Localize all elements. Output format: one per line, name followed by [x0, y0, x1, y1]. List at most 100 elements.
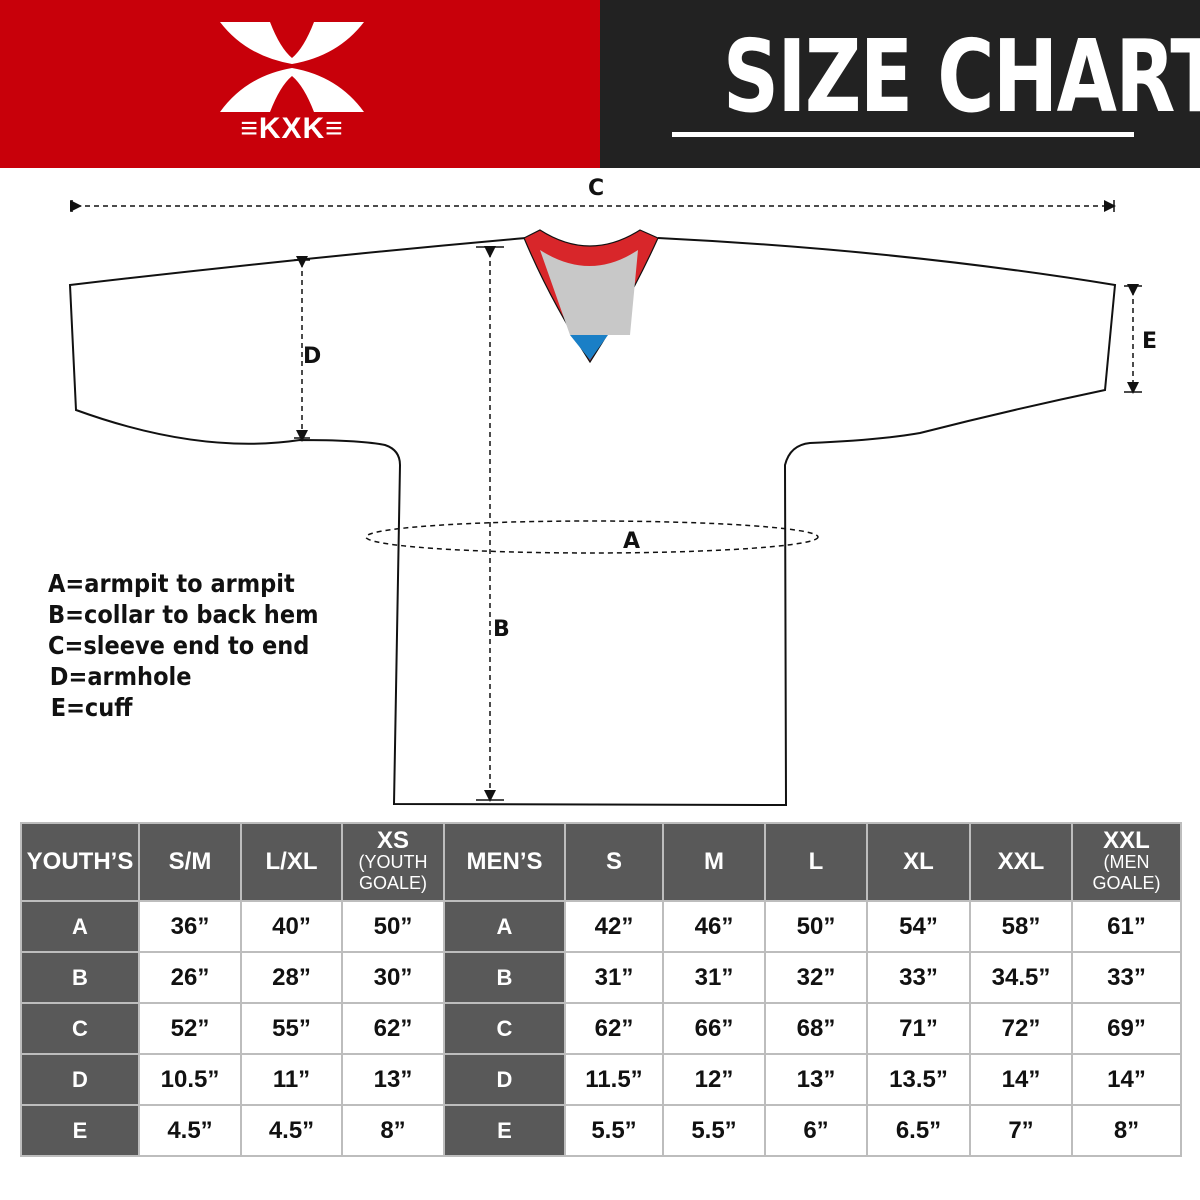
- table-cell: 14”: [969, 1053, 1073, 1106]
- column-header: M: [662, 822, 766, 902]
- table-cell: 46”: [662, 900, 766, 953]
- table-cell: 58”: [969, 900, 1073, 953]
- measurement-legend: A=armpit to armpit B=collar to back hem …: [48, 568, 319, 723]
- table-cell: 50”: [764, 900, 868, 953]
- column-header-label: XS: [376, 827, 409, 854]
- label-a: A: [623, 529, 641, 554]
- jersey-diagram: [68, 200, 1142, 807]
- group-header: YOUTH’S: [20, 822, 140, 902]
- table-cell: 4.5”: [240, 1104, 343, 1157]
- table-cell: 31”: [564, 951, 664, 1004]
- table-cell: 8”: [341, 1104, 445, 1157]
- row-label: B: [443, 951, 566, 1004]
- column-header-label: S: [605, 848, 622, 875]
- table-cell: 10.5”: [138, 1053, 242, 1106]
- table-cell: 40”: [240, 900, 343, 953]
- table-cell: 13”: [341, 1053, 445, 1106]
- row-label: C: [443, 1002, 566, 1055]
- group-header: MEN’S: [443, 822, 566, 902]
- table-cell: 52”: [138, 1002, 242, 1055]
- table-cell: 50”: [341, 900, 445, 953]
- column-header-label: L/XL: [265, 848, 318, 875]
- size-table: YOUTH’S S/M L/XL XS (YOUTH GOALE) MEN’S S M L XL X…: [20, 822, 1182, 1157]
- column-header-label: S/M: [168, 848, 212, 875]
- table-cell: 66”: [662, 1002, 766, 1055]
- row-label: E: [20, 1104, 140, 1157]
- table-cell: 6”: [764, 1104, 868, 1157]
- table-cell: 11.5”: [564, 1053, 664, 1106]
- table-cell: 54”: [866, 900, 971, 953]
- table-cell: 6.5”: [866, 1104, 971, 1157]
- measure-a-ellipse: [365, 520, 819, 554]
- legend-item: D=armhole: [49, 662, 192, 691]
- title-underline: [672, 132, 1134, 137]
- row-label: C: [20, 1002, 140, 1055]
- table-row: D 10.5” 11” 13” D 11.5” 12” 13” 13.5” 14” 14”: [20, 1053, 1182, 1106]
- table-cell: 31”: [662, 951, 766, 1004]
- legend-item: A=armpit to armpit: [48, 569, 295, 598]
- table-cell: 26”: [138, 951, 242, 1004]
- table-cell: 68”: [764, 1002, 868, 1055]
- table-cell: 34.5”: [969, 951, 1073, 1004]
- column-header: XL: [866, 822, 971, 902]
- table-cell: 4.5”: [138, 1104, 242, 1157]
- table-header-row: YOUTH’S S/M L/XL XS (YOUTH GOALE) MEN’S S M L XL X…: [20, 822, 1182, 902]
- table-cell: 5.5”: [662, 1104, 766, 1157]
- table-cell: 7”: [969, 1104, 1073, 1157]
- legend-item: B=collar to back hem: [48, 600, 319, 629]
- table-cell: 11”: [240, 1053, 343, 1106]
- label-b: B: [493, 617, 510, 642]
- label-d: D: [303, 344, 322, 369]
- table-cell: 71”: [866, 1002, 971, 1055]
- row-label: D: [443, 1053, 566, 1106]
- table-cell: 72”: [969, 1002, 1073, 1055]
- label-e: E: [1142, 329, 1158, 354]
- table-cell: 36”: [138, 900, 242, 953]
- column-header-label: XL: [903, 848, 934, 875]
- column-header-note: (MEN GOALE): [1092, 852, 1161, 893]
- column-header: S/M: [138, 822, 242, 902]
- page-title: SIZE CHART: [722, 18, 1200, 135]
- legend-item: E=cuff: [50, 693, 133, 722]
- table-cell: 55”: [240, 1002, 343, 1055]
- table-cell: 13”: [764, 1053, 868, 1106]
- row-label: A: [443, 900, 566, 953]
- jersey-outline: [68, 237, 1117, 807]
- column-header-note: (YOUTH GOALE): [358, 852, 428, 893]
- table-row: E 4.5” 4.5” 8” E 5.5” 5.5” 6” 6.5” 7” 8”: [20, 1104, 1182, 1157]
- logo-text: KXK: [258, 112, 326, 145]
- table-cell: 33”: [1071, 951, 1182, 1004]
- legend-item: C=sleeve end to end: [48, 631, 310, 660]
- table-row: B 26” 28” 30” B 31” 31” 32” 33” 34.5” 33”: [20, 951, 1182, 1004]
- table-cell: 33”: [866, 951, 971, 1004]
- kxk-logo: [220, 22, 364, 112]
- table-cell: 5.5”: [564, 1104, 664, 1157]
- column-header-label: XXL: [997, 848, 1045, 875]
- row-label: B: [20, 951, 140, 1004]
- collar-gray: [540, 250, 638, 335]
- table-cell: 62”: [564, 1002, 664, 1055]
- column-header: XXL: [969, 822, 1073, 902]
- column-header-label: XXL: [1103, 827, 1150, 854]
- column-header-label: M: [704, 848, 724, 875]
- table-row: A 36” 40” 50” A 42” 46” 50” 54” 58” 61”: [20, 900, 1182, 953]
- row-label: D: [20, 1053, 140, 1106]
- table-cell: 42”: [564, 900, 664, 953]
- logo-wordmark: ≡KXK≡: [240, 112, 344, 145]
- table-cell: 69”: [1071, 1002, 1182, 1055]
- column-header: L: [764, 822, 868, 902]
- column-header: S: [564, 822, 664, 902]
- table-cell: 32”: [764, 951, 868, 1004]
- row-label: A: [20, 900, 140, 953]
- collar-blue: [570, 335, 608, 360]
- table-cell: 30”: [341, 951, 445, 1004]
- table-cell: 62”: [341, 1002, 445, 1055]
- table-cell: 61”: [1071, 900, 1182, 953]
- table-cell: 8”: [1071, 1104, 1182, 1157]
- column-header: L/XL: [240, 822, 343, 902]
- table-cell: 12”: [662, 1053, 766, 1106]
- label-c: C: [588, 176, 605, 201]
- column-header: XS (YOUTH GOALE): [341, 822, 445, 902]
- table-row: C 52” 55” 62” C 62” 66” 68” 71” 72” 69”: [20, 1002, 1182, 1055]
- column-header-label: L: [808, 848, 824, 875]
